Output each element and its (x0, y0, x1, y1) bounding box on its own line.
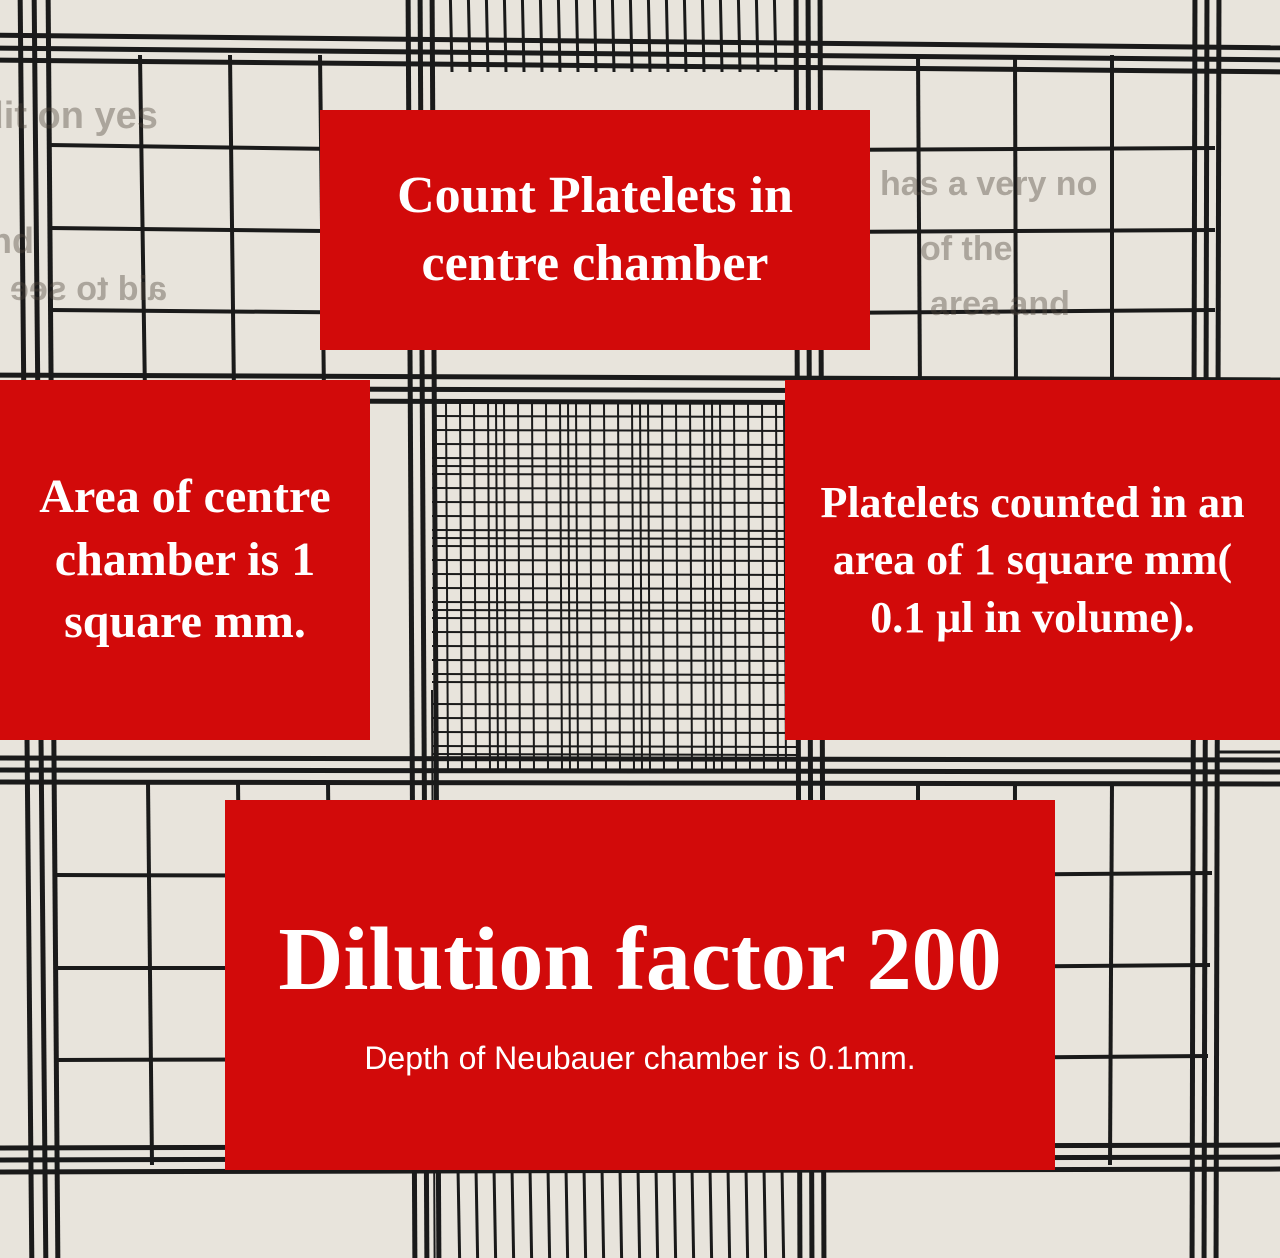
callout-text: Area of centre chamber is 1 square mm. (20, 466, 350, 653)
ghost-text: idit on yes (0, 95, 158, 138)
ghost-text: aid to see (10, 270, 167, 309)
callout-text: Count Platelets in centre chamber (340, 162, 850, 297)
callout-text: Platelets counted in an area of 1 square… (805, 474, 1260, 646)
callout-count-platelets: Count Platelets in centre chamber (320, 110, 870, 350)
callout-text: Dilution factor 200 (278, 901, 1001, 1018)
callout-subtitle: Depth of Neubauer chamber is 0.1mm. (364, 1038, 915, 1080)
ghost-text: has a very no (880, 165, 1097, 204)
callout-volume: Platelets counted in an area of 1 square… (785, 380, 1280, 740)
ghost-text: area and (930, 285, 1070, 324)
callout-dilution: Dilution factor 200 Depth of Neubauer ch… (225, 800, 1055, 1170)
callout-area: Area of centre chamber is 1 square mm. (0, 380, 370, 740)
ghost-text: nd (0, 220, 34, 262)
ghost-text: of the (920, 230, 1013, 269)
